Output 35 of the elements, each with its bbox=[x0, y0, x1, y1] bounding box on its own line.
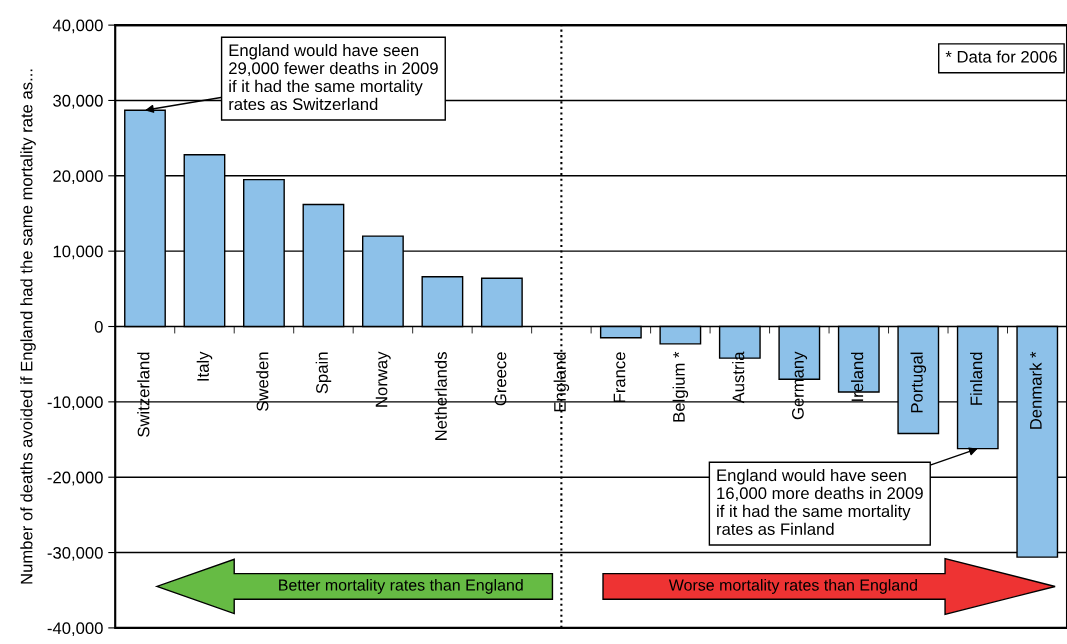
bar bbox=[659, 325, 702, 345]
y-tick-label: 0 bbox=[94, 320, 103, 333]
y-tick-label: -30,000 bbox=[47, 546, 103, 561]
bar bbox=[599, 325, 642, 339]
x-tick-label: Norway bbox=[375, 351, 391, 407]
y-tick-label: 10,000 bbox=[53, 245, 103, 260]
y-tick-label: -20,000 bbox=[47, 471, 103, 486]
x-tick-label: Sweden bbox=[256, 352, 269, 411]
y-tick-label: 40,000 bbox=[52, 19, 103, 34]
x-tick-label: France bbox=[613, 352, 626, 403]
annotation: England would have seen 16,000 more deaths in 2009 if it had the same mortality rates as Finland bbox=[717, 468, 923, 536]
x-tick-label: Austria bbox=[732, 351, 745, 404]
annotation: * Data for 2006 bbox=[945, 50, 1057, 63]
x-tick-label: Italy bbox=[196, 351, 213, 381]
y-tick-label: -40,000 bbox=[47, 622, 103, 637]
y-tick-label: 30,000 bbox=[53, 94, 103, 109]
x-tick-label: England bbox=[553, 352, 570, 412]
x-tick-label: Portugal bbox=[910, 352, 927, 413]
y-tick-label: -10,000 bbox=[47, 396, 103, 411]
x-tick-label: Belgium * bbox=[672, 351, 689, 422]
y-tick-label: 20,000 bbox=[53, 170, 103, 184]
x-tick-label: Netherlands bbox=[434, 352, 447, 440]
x-tick-label: Ireland bbox=[851, 352, 864, 401]
x-tick-label: Germany bbox=[791, 351, 808, 420]
bar bbox=[421, 276, 464, 328]
annotation: England would have seen 29,000 fewer deaths in 2009 if it had the same mortality rates as Switzerland bbox=[229, 43, 438, 111]
y-axis-title: Number of deaths avoided if England had the same mortality rate as... bbox=[20, 69, 36, 584]
x-tick-label: Switzerland bbox=[137, 352, 150, 437]
x-tick-label: Denmark * bbox=[1029, 351, 1042, 429]
bar bbox=[480, 277, 523, 328]
x-tick-label: Finland bbox=[970, 352, 983, 405]
x-tick-label: Greece bbox=[494, 352, 507, 406]
x-tick-label: Spain bbox=[315, 352, 332, 394]
annotation: Better mortality rates than England bbox=[279, 579, 523, 594]
annotation: Worse mortality rates than England bbox=[668, 579, 917, 594]
